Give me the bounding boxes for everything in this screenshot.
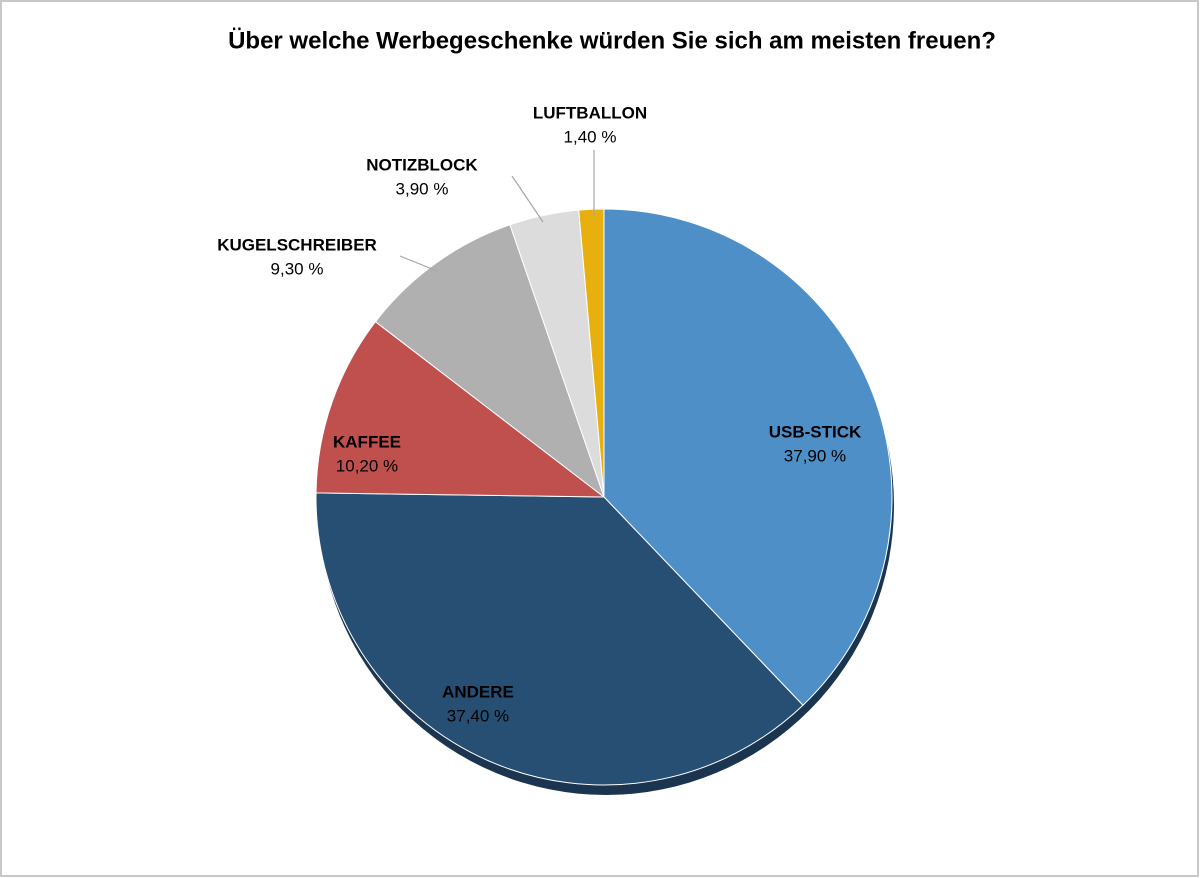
pie-slice	[578, 208, 605, 498]
pie-slice	[374, 224, 606, 499]
pie-slice	[603, 208, 893, 706]
pie-slice	[315, 492, 804, 786]
slice-label: LUFTBALLON	[533, 103, 647, 122]
slice-label: NOTIZBLOCK	[366, 155, 478, 174]
leader-line	[511, 175, 544, 223]
leader-line	[399, 255, 438, 272]
pie-slice	[315, 321, 606, 498]
slice-label: KUGELSCHREIBER	[217, 235, 377, 254]
chart-title: Über welche Werbegeschenke würden Sie si…	[228, 27, 996, 54]
slice-label: USB-STICK	[769, 422, 862, 441]
value-label: 10,20 %	[336, 456, 398, 475]
value-label: 9,30 %	[271, 259, 324, 278]
slice-label: KAFFEE	[333, 432, 401, 451]
value-label: 1,40 %	[564, 127, 617, 146]
value-label: 37,90 %	[784, 446, 846, 465]
value-label: 3,90 %	[396, 179, 449, 198]
value-label: 37,40 %	[447, 706, 509, 725]
slice-label: ANDERE	[442, 682, 514, 701]
